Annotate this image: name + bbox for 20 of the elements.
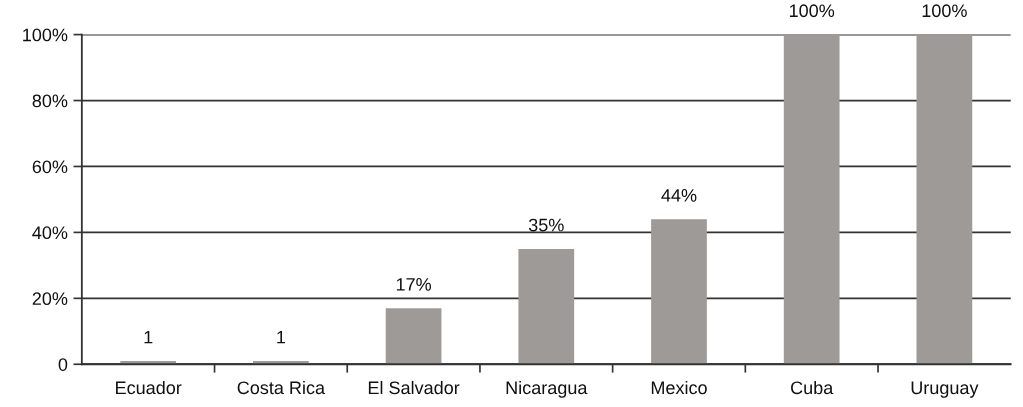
- y-tick-label: 60%: [32, 160, 68, 174]
- data-label: 44%: [661, 189, 697, 202]
- data-label: 1: [144, 330, 153, 344]
- x-tick-label: El Salvador: [368, 380, 460, 395]
- y-tick-label: 20%: [32, 292, 68, 306]
- x-tick-label: Costa Rica: [237, 380, 326, 395]
- data-label: 35%: [528, 218, 564, 232]
- data-label: 17%: [396, 278, 432, 291]
- x-tick-label: Mexico: [651, 380, 707, 395]
- y-tick-label: 40%: [32, 226, 68, 240]
- data-label: 100%: [922, 4, 967, 18]
- data-label: 1: [277, 330, 286, 344]
- data-label: 100%: [789, 4, 835, 18]
- x-tick-label: Cuba: [791, 380, 834, 395]
- y-tick-label: 0: [58, 358, 68, 371]
- x-tick-label: Uruguay: [911, 381, 979, 398]
- y-tick-label: 100%: [23, 28, 68, 42]
- x-tick-label: Ecuador: [116, 380, 182, 395]
- x-tick-label: Nicaragua: [506, 380, 588, 398]
- y-tick-label: 80%: [32, 94, 68, 108]
